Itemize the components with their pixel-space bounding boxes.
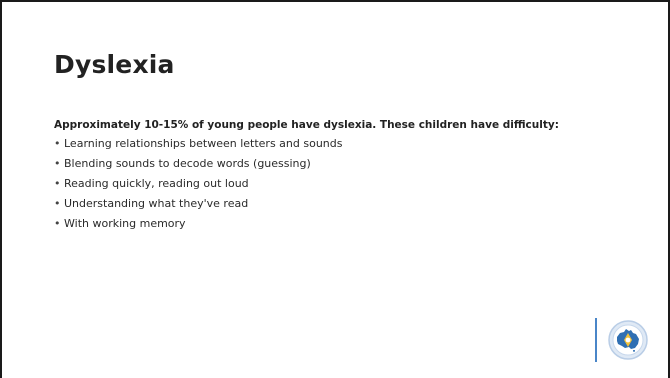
- list-item-text: Reading quickly, reading out loud: [64, 177, 249, 190]
- logo-divider: [595, 318, 597, 362]
- australia-map-emblem-icon: [608, 320, 648, 360]
- bullet-icon: •: [54, 177, 61, 190]
- slide-body: Approximately 10-15% of young people hav…: [54, 120, 624, 234]
- bullet-icon: •: [54, 137, 61, 150]
- slide-title: Dyslexia: [54, 50, 175, 79]
- list-item-text: Blending sounds to decode words (guessin…: [64, 157, 311, 170]
- bullet-list: • Learning relationships between letters…: [54, 134, 624, 234]
- list-item: • Learning relationships between letters…: [54, 134, 624, 154]
- intro-text: Approximately 10-15% of young people hav…: [54, 119, 559, 131]
- bullet-icon: •: [54, 157, 61, 170]
- list-item-text: Understanding what they've read: [64, 197, 249, 210]
- list-item-text: With working memory: [64, 217, 186, 230]
- list-item: • Reading quickly, reading out loud: [54, 174, 624, 194]
- bullet-icon: •: [54, 197, 61, 210]
- bullet-icon: •: [54, 217, 61, 230]
- list-item: • Blending sounds to decode words (guess…: [54, 154, 624, 174]
- list-item: • Understanding what they've read: [54, 194, 624, 214]
- list-item: • With working memory: [54, 214, 624, 234]
- list-item-text: Learning relationships between letters a…: [64, 137, 343, 150]
